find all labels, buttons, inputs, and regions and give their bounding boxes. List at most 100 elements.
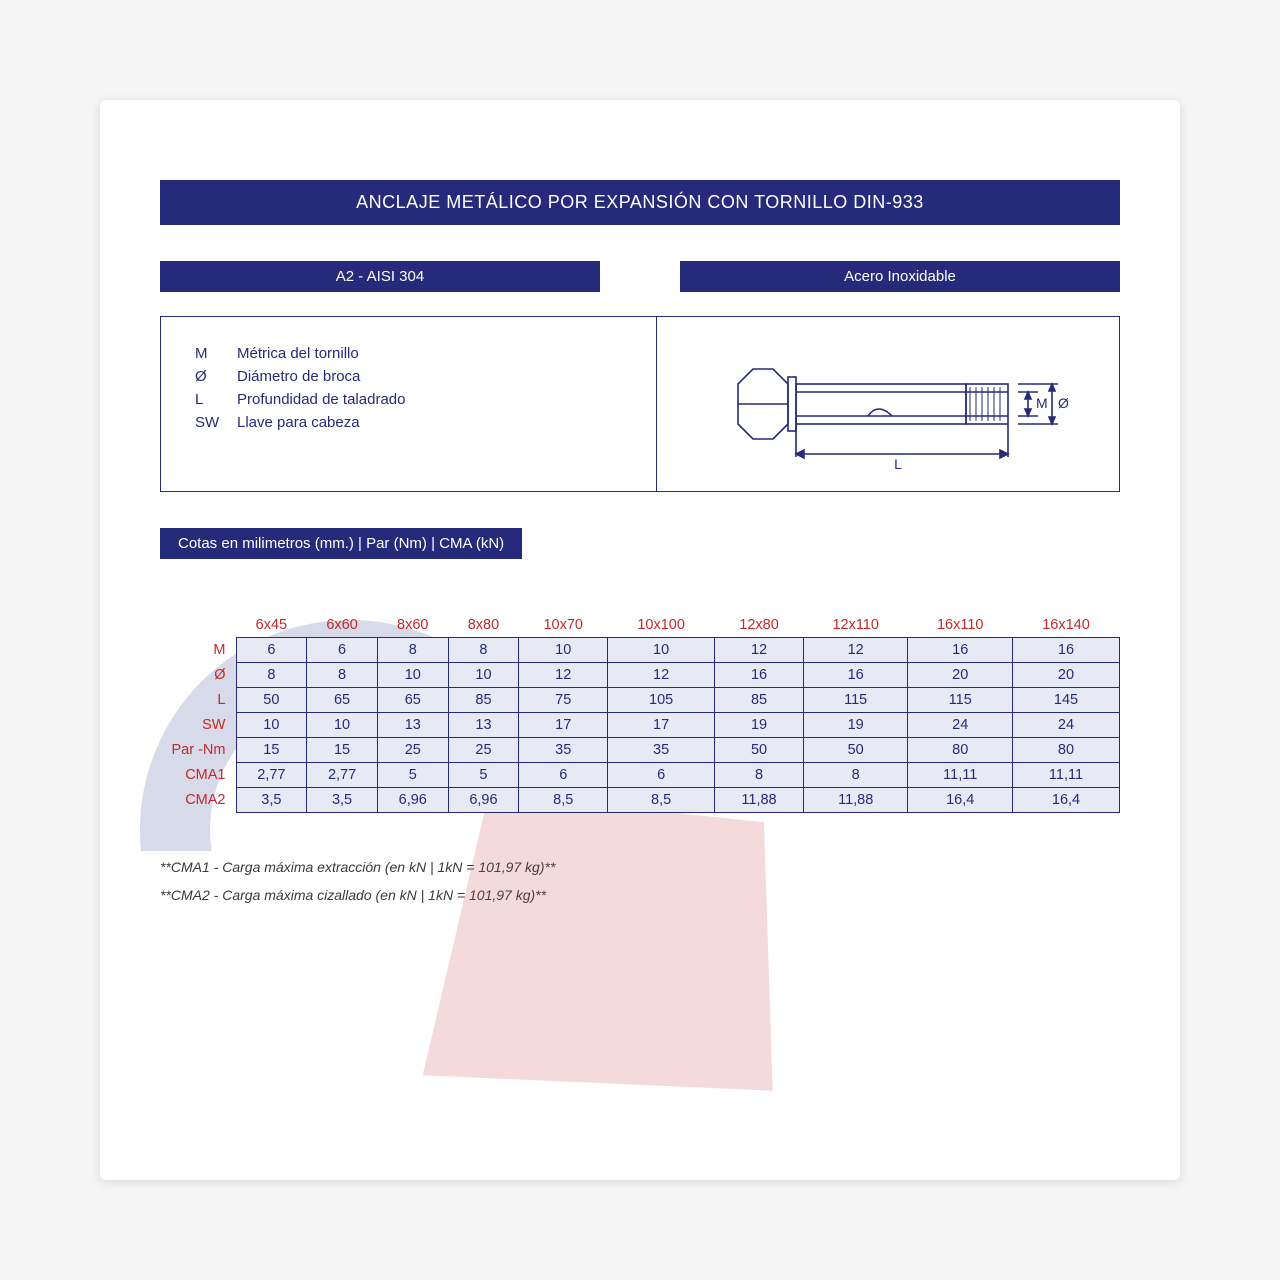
table-cell: 16 xyxy=(1012,638,1119,663)
table-cell: 8 xyxy=(377,638,448,663)
table-cell: 2,77 xyxy=(236,763,307,788)
legend-desc: Profundidad de taladrado xyxy=(237,389,415,410)
table-cell: 115 xyxy=(803,688,908,713)
diagram-label-M: M xyxy=(1036,395,1048,411)
table-cell: 6 xyxy=(519,763,608,788)
row-label: Par -Nm xyxy=(160,738,236,763)
row-label: SW xyxy=(160,713,236,738)
row-label: Ø xyxy=(160,663,236,688)
table-cell: 50 xyxy=(715,738,804,763)
legend-desc: Llave para cabeza xyxy=(237,412,415,433)
table-cell: 105 xyxy=(608,688,715,713)
column-header: 16x110 xyxy=(908,613,1013,638)
table-cell: 8 xyxy=(803,763,908,788)
diagram-box: L M Ø xyxy=(657,317,1120,491)
table-cell: 10 xyxy=(377,663,448,688)
legend-row: SWLlave para cabeza xyxy=(195,412,415,433)
table-cell: 8 xyxy=(715,763,804,788)
table-cell: 115 xyxy=(908,688,1013,713)
row-label: M xyxy=(160,638,236,663)
table-cell: 8 xyxy=(236,663,307,688)
subheader-left: A2 - AISI 304 xyxy=(160,261,600,292)
table-cell: 35 xyxy=(608,738,715,763)
table-row: SW10101313171719192424 xyxy=(160,713,1120,738)
table-cell: 11,88 xyxy=(715,788,804,813)
table-cell: 85 xyxy=(448,688,519,713)
subheader-row: A2 - AISI 304 Acero Inoxidable xyxy=(160,261,1120,292)
footnote-line: **CMA2 - Carga máxima cizallado (en kN |… xyxy=(160,881,1120,909)
table-cell: 16,4 xyxy=(1012,788,1119,813)
table-cell: 8 xyxy=(307,663,378,688)
table-cell: 6 xyxy=(307,638,378,663)
table-cell: 10 xyxy=(236,713,307,738)
diagram-label-L: L xyxy=(894,456,902,472)
table-cell: 8,5 xyxy=(519,788,608,813)
column-header: 12x80 xyxy=(715,613,804,638)
legend-row: ØDiámetro de broca xyxy=(195,366,415,387)
row-label: CMA1 xyxy=(160,763,236,788)
table-cell: 13 xyxy=(377,713,448,738)
table-cell: 16 xyxy=(803,663,908,688)
row-label: CMA2 xyxy=(160,788,236,813)
table-row: M6688101012121616 xyxy=(160,638,1120,663)
column-header: 10x70 xyxy=(519,613,608,638)
table-cell: 8 xyxy=(448,638,519,663)
legend-row: MMétrica del tornillo xyxy=(195,343,415,364)
table-cell: 145 xyxy=(1012,688,1119,713)
table-row: Ø881010121216162020 xyxy=(160,663,1120,688)
table-cell: 16,4 xyxy=(908,788,1013,813)
table-cell: 2,77 xyxy=(307,763,378,788)
legend-box: MMétrica del tornilloØDiámetro de brocaL… xyxy=(161,317,657,491)
table-row: CMA12,772,7755668811,1111,11 xyxy=(160,763,1120,788)
diagram-label-O: Ø xyxy=(1058,395,1068,411)
table-cell: 13 xyxy=(448,713,519,738)
table-row: L506565857510585115115145 xyxy=(160,688,1120,713)
table-cell: 5 xyxy=(448,763,519,788)
table-cell: 8,5 xyxy=(608,788,715,813)
table-cell: 85 xyxy=(715,688,804,713)
table-caption: Cotas en milimetros (mm.) | Par (Nm) | C… xyxy=(160,528,522,559)
table-cell: 6,96 xyxy=(377,788,448,813)
legend-desc: Métrica del tornillo xyxy=(237,343,415,364)
table-cell: 65 xyxy=(307,688,378,713)
legend-symbol: M xyxy=(195,343,235,364)
table-cell: 24 xyxy=(908,713,1013,738)
column-header: 6x60 xyxy=(307,613,378,638)
table-cell: 19 xyxy=(715,713,804,738)
table-cell: 10 xyxy=(608,638,715,663)
table-cell: 12 xyxy=(608,663,715,688)
column-header: 8x60 xyxy=(377,613,448,638)
subheader-right: Acero Inoxidable xyxy=(680,261,1120,292)
table-cell: 65 xyxy=(377,688,448,713)
legend-symbol: SW xyxy=(195,412,235,433)
table-cell: 10 xyxy=(519,638,608,663)
row-label: L xyxy=(160,688,236,713)
table-cell: 5 xyxy=(377,763,448,788)
table-cell: 20 xyxy=(1012,663,1119,688)
table-cell: 3,5 xyxy=(236,788,307,813)
column-header: 6x45 xyxy=(236,613,307,638)
table-cell: 11,11 xyxy=(908,763,1013,788)
legend-row: LProfundidad de taladrado xyxy=(195,389,415,410)
table-cell: 6 xyxy=(608,763,715,788)
title-bar: ANCLAJE METÁLICO POR EXPANSIÓN CON TORNI… xyxy=(160,180,1120,225)
table-cell: 80 xyxy=(1012,738,1119,763)
table-cell: 3,5 xyxy=(307,788,378,813)
table-corner xyxy=(160,613,236,638)
table-cell: 11,88 xyxy=(803,788,908,813)
table-cell: 25 xyxy=(448,738,519,763)
table-cell: 11,11 xyxy=(1012,763,1119,788)
table-cell: 16 xyxy=(908,638,1013,663)
legend-desc: Diámetro de broca xyxy=(237,366,415,387)
table-cell: 25 xyxy=(377,738,448,763)
table-cell: 10 xyxy=(307,713,378,738)
legend-diagram-row: MMétrica del tornilloØDiámetro de brocaL… xyxy=(160,316,1120,492)
footnotes: **CMA1 - Carga máxima extracción (en kN … xyxy=(160,853,1120,909)
data-table-wrap: 6x456x608x608x8010x7010x10012x8012x11016… xyxy=(160,613,1120,813)
table-cell: 50 xyxy=(803,738,908,763)
table-cell: 20 xyxy=(908,663,1013,688)
table-cell: 80 xyxy=(908,738,1013,763)
table-cell: 17 xyxy=(608,713,715,738)
column-header: 16x140 xyxy=(1012,613,1119,638)
table-row: CMA23,53,56,966,968,58,511,8811,8816,416… xyxy=(160,788,1120,813)
